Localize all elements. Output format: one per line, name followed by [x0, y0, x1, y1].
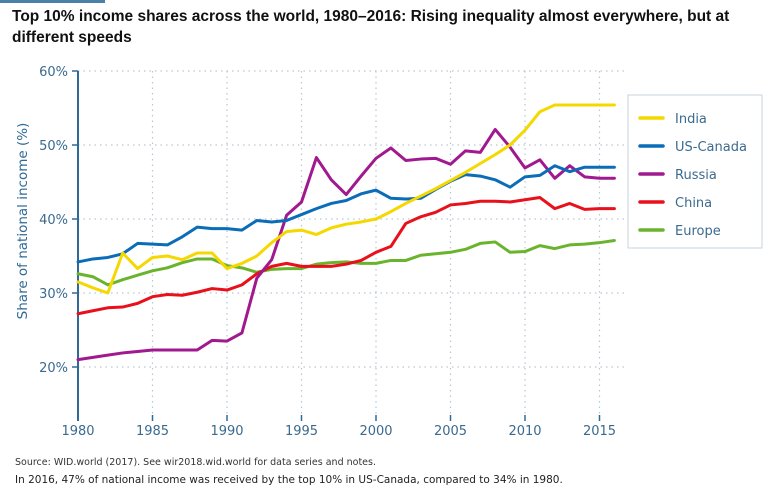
legend-label-india: India: [675, 112, 707, 127]
y-axis-label: Share of national income (%): [15, 123, 31, 320]
x-tick-label: 1995: [285, 424, 318, 439]
legend-label-us-canada: US-Canada: [675, 140, 747, 155]
x-tick-label: 2010: [508, 424, 541, 439]
header-accent-bar: [0, 0, 105, 3]
grid: [78, 70, 625, 415]
legend-label-russia: Russia: [675, 168, 717, 183]
y-tick-label: 30%: [39, 287, 68, 302]
legend-label-europe: Europe: [675, 224, 721, 239]
series-line-india: [76, 103, 616, 295]
x-tick-label: 1985: [136, 424, 169, 439]
y-tick-label: 50%: [39, 139, 68, 154]
series-line-china: [76, 196, 616, 316]
axes: 20% 30% 40% 50% 60% 1980 1985 1990 1995 2000 2005 2…: [39, 65, 616, 439]
series-lines: [76, 103, 616, 362]
x-tick-label: 2005: [434, 424, 467, 439]
series-line-us-canada: [76, 164, 616, 264]
y-tick-label: 20%: [39, 361, 68, 376]
legend-box: [627, 94, 763, 249]
y-tick-label: 60%: [39, 65, 68, 80]
legend: India US-Canada Russia China Europe: [627, 94, 763, 249]
y-tick-label: 40%: [39, 213, 68, 228]
chart-title: Top 10% income shares across the world, …: [12, 8, 730, 46]
series-line-europe: [76, 238, 616, 287]
x-tick-label: 2000: [359, 424, 392, 439]
caption-note: In 2016, 47% of national income was rece…: [15, 474, 563, 486]
x-tick-label: 1990: [210, 424, 243, 439]
source-note: Source: WID.world (2017). See wir2018.wi…: [15, 457, 376, 468]
x-tick-label: 1980: [61, 424, 94, 439]
series-line-russia: [76, 127, 616, 362]
x-tick-label: 2015: [583, 424, 616, 439]
legend-label-china: China: [675, 196, 712, 211]
